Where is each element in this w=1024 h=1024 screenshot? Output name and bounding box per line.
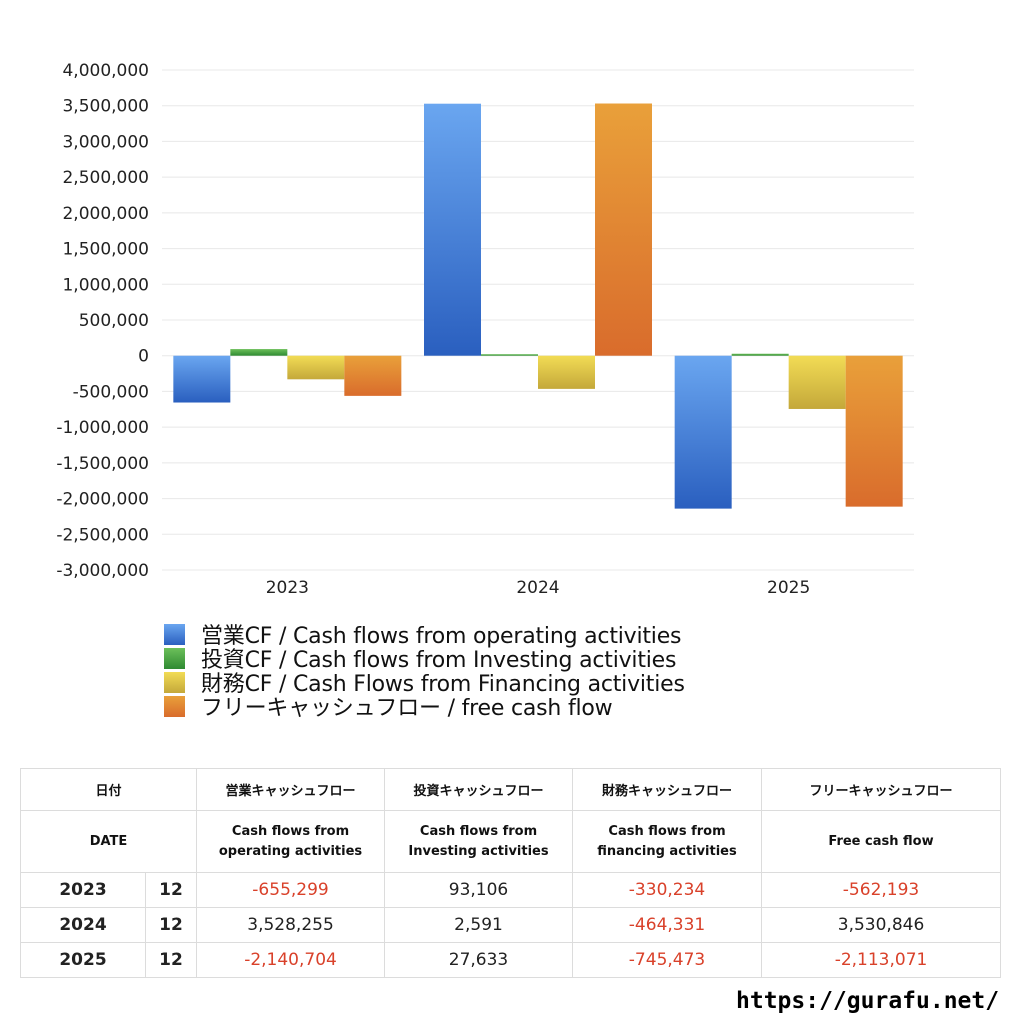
bar-financing-2024 (538, 355, 595, 389)
cell-investing: 27,633 (384, 942, 574, 978)
legend-swatch-investing (164, 647, 185, 669)
y-tick-label: -500,000 (73, 382, 149, 402)
cell-year: 2023 (20, 872, 146, 908)
cell-investing: 93,106 (384, 872, 574, 908)
legend-label-operating: 営業CF / Cash flows from operating activit… (201, 624, 682, 649)
cell-free: -562,193 (761, 872, 1002, 908)
cell-operating: -2,140,704 (196, 942, 386, 978)
header-operating-ja: 営業キャッシュフロー (196, 768, 386, 811)
chart-bars (173, 103, 903, 509)
y-tick-label: 2,500,000 (62, 168, 149, 188)
bar-investing-2025 (731, 353, 789, 356)
cell-operating: -655,299 (196, 872, 386, 908)
y-tick-label: 3,000,000 (62, 132, 149, 152)
x-tick-label: 2024 (516, 578, 559, 598)
y-axis-ticks: 4,000,000 3,500,000 3,000,000 2,500,000 2,00… (56, 61, 149, 581)
header-free-ja: フリーキャッシュフロー (761, 768, 1002, 811)
bar-operating-2023 (173, 355, 231, 403)
bar-financing-2025 (788, 355, 846, 409)
legend-label-investing: 投資CF / Cash flows from Investing activit… (201, 648, 677, 673)
site-url: https://gurafu.net/ (736, 988, 1000, 1014)
chart-grid (162, 69, 914, 571)
legend-label-financing: 財務CF / Cash Flows from Financing activit… (201, 672, 685, 697)
bar-operating-2025 (674, 355, 732, 509)
cell-year: 2024 (20, 907, 146, 943)
legend-item-investing: 投資CF / Cash flows from Investing activit… (164, 646, 685, 673)
cash-flow-table: 日付 営業キャッシュフロー 投資キャッシュフロー 財務キャッシュフロー フリーキ… (19, 768, 1002, 978)
table-row: 2025 12 -2,140,704 27,633 -745,473 -2,11… (20, 942, 1002, 978)
x-tick-label: 2023 (266, 578, 309, 598)
header-free-en: Free cash flow (761, 810, 1002, 873)
table-header-row-en: DATE Cash flows from operating activities… (19, 810, 1002, 873)
bar-free-2024 (595, 103, 652, 356)
bar-free-2025 (845, 355, 903, 507)
header-date-ja: 日付 (19, 768, 198, 811)
legend-swatch-operating (164, 623, 185, 645)
header-investing-ja: 投資キャッシュフロー (384, 768, 574, 811)
y-tick-label: -3,000,000 (56, 561, 149, 581)
header-financing-en: Cash flows from financing activities (572, 810, 763, 873)
bar-investing-2023 (230, 349, 288, 356)
x-tick-label: 2025 (767, 578, 810, 598)
table-row: 2023 12 -655,299 93,106 -330,234 -562,19… (20, 872, 1002, 908)
cell-year: 2025 (20, 942, 146, 978)
y-tick-label: 0 (138, 347, 149, 367)
cell-financing: -745,473 (572, 942, 763, 978)
y-tick-label: 4,000,000 (62, 61, 149, 81)
cell-operating: 3,528,255 (196, 907, 386, 943)
chart-legend: 営業CF / Cash flows from operating activit… (164, 622, 685, 721)
y-tick-label: -1,000,000 (56, 418, 149, 438)
table-header-row-ja: 日付 営業キャッシュフロー 投資キャッシュフロー 財務キャッシュフロー フリーキ… (19, 768, 1002, 811)
y-tick-label: 1,000,000 (62, 275, 149, 295)
bar-financing-2023 (287, 355, 345, 380)
legend-swatch-financing (164, 671, 185, 693)
cell-investing: 2,591 (384, 907, 574, 943)
legend-item-financing: 財務CF / Cash Flows from Financing activit… (164, 670, 685, 697)
header-investing-en: Cash flows from Investing activities (384, 810, 574, 873)
y-tick-label: 500,000 (79, 311, 149, 331)
cell-free: -2,113,071 (761, 942, 1002, 978)
y-tick-label: -1,500,000 (56, 454, 149, 474)
header-financing-ja: 財務キャッシュフロー (572, 768, 763, 811)
header-operating-en: Cash flows from operating activities (196, 810, 386, 873)
bar-free-2023 (344, 355, 402, 396)
y-tick-label: -2,000,000 (56, 490, 149, 510)
legend-item-operating: 営業CF / Cash flows from operating activit… (164, 622, 685, 649)
table-row: 2024 12 3,528,255 2,591 -464,331 3,530,8… (20, 907, 1002, 943)
y-tick-label: 2,000,000 (62, 204, 149, 224)
legend-item-free: フリーキャッシュフロー / free cash flow (164, 694, 685, 721)
cell-month: 12 (144, 942, 198, 978)
cash-flow-chart: 4,000,000 3,500,000 3,000,000 2,500,000 2,00… (56, 61, 914, 598)
header-date-en: DATE (19, 810, 198, 873)
cell-month: 12 (144, 872, 198, 908)
y-tick-label: -2,500,000 (56, 525, 149, 545)
bar-operating-2024 (424, 103, 481, 356)
legend-swatch-free (164, 695, 185, 717)
y-tick-label: 3,500,000 (62, 97, 149, 117)
bar-investing-2024 (481, 354, 538, 356)
cell-free: 3,530,846 (761, 907, 1002, 943)
legend-label-free: フリーキャッシュフロー / free cash flow (201, 696, 613, 721)
cell-financing: -330,234 (572, 872, 763, 908)
cell-month: 12 (144, 907, 198, 943)
cell-financing: -464,331 (572, 907, 763, 943)
y-tick-label: 1,500,000 (62, 240, 149, 260)
x-axis-labels: 2023 2024 2025 (266, 578, 811, 598)
